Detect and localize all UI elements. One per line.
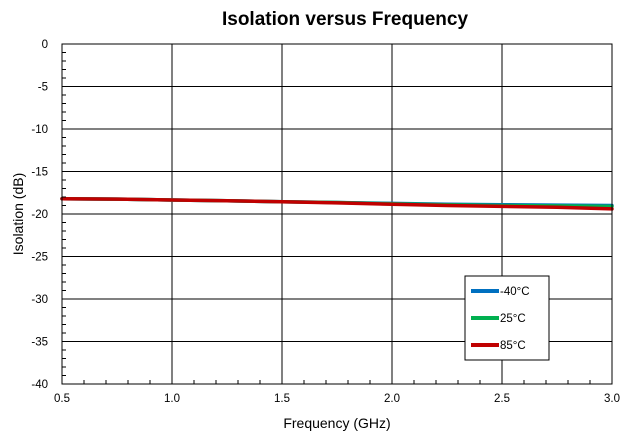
legend-label: 85°C: [500, 340, 526, 352]
y-tick-label: -30: [31, 294, 48, 306]
chart-title: Isolation versus Frequency: [222, 9, 468, 30]
y-tick-label: -10: [31, 124, 48, 136]
x-tick-labels: 0.5 1.0 1.5 2.0 2.5 3.0: [54, 393, 620, 405]
y-tick-label: -25: [31, 252, 48, 264]
x-tick-label: 1.0: [164, 393, 180, 405]
x-tick-label: 2.0: [384, 393, 400, 405]
axis-ticks: [61, 43, 613, 385]
y-tick-label: -20: [31, 209, 48, 221]
y-tick-label: 0: [42, 39, 48, 51]
y-tick-label: -40: [31, 379, 48, 391]
x-axis-label: Frequency (GHz): [283, 415, 390, 431]
legend-label: -40°C: [500, 286, 530, 298]
x-tick-label: 3.0: [604, 393, 620, 405]
x-tick-label: 1.5: [274, 393, 290, 405]
x-tick-label: 0.5: [54, 393, 70, 405]
y-tick-label: -35: [31, 337, 48, 349]
series-layer: [60, 196, 614, 211]
y-tick-label: -15: [31, 167, 48, 179]
y-tick-label: -5: [38, 82, 48, 94]
legend: -40°C 25°C 85°C: [464, 275, 550, 361]
x-tick-label: 2.5: [494, 393, 510, 405]
y-tick-labels: 0 -5 -10 -15 -20 -25 -30 -35 -40: [31, 39, 48, 391]
legend-label: 25°C: [500, 313, 526, 325]
y-axis-label: Isolation (dB): [10, 173, 26, 255]
series-line: [60, 196, 614, 211]
